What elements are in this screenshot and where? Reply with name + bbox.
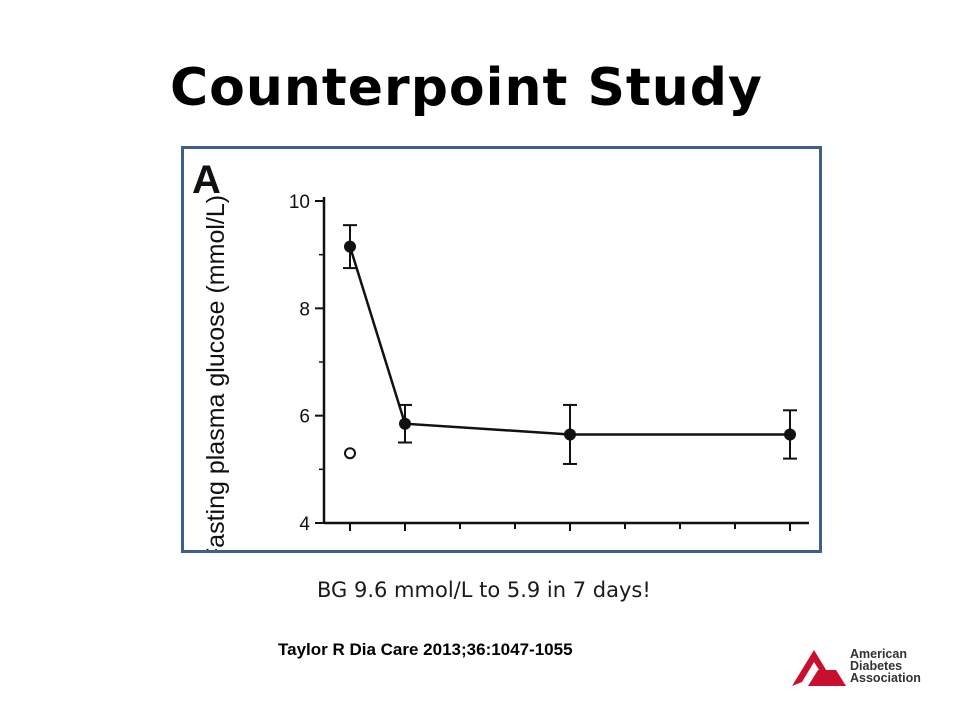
- caption-text: BG 9.6 mmol/L to 5.9 in 7 days!: [317, 578, 651, 602]
- figure-frame: A Fasting plasma glucose (mmol/L) 4 6 8 10: [181, 146, 822, 553]
- glucose-chart: A Fasting plasma glucose (mmol/L) 4 6 8 10: [192, 158, 809, 550]
- data-point: [564, 428, 576, 441]
- ada-line-3: Association: [850, 671, 921, 685]
- data-point: [344, 240, 356, 253]
- series-line: [348, 246, 790, 436]
- y-axis-label: Fasting plasma glucose (mmol/L): [202, 195, 230, 550]
- y-tick-label: 8: [299, 299, 310, 320]
- ada-triangle-icon: [792, 650, 846, 686]
- ada-line-2: Diabetes: [850, 659, 903, 673]
- data-point: [399, 417, 411, 430]
- american-diabetes-association-logo: American Diabetes Association: [790, 646, 955, 688]
- panel-label: A: [192, 158, 221, 202]
- citation: Taylor R Dia Care 2013;36:1047-1055: [278, 640, 573, 659]
- y-tick-label: 6: [299, 407, 310, 428]
- slide-title: Counterpoint Study: [170, 58, 763, 118]
- y-tick-label: 4: [299, 514, 310, 535]
- data-point: [784, 428, 796, 441]
- ada-line-1: American: [850, 647, 907, 661]
- ada-wordmark: American Diabetes Association: [850, 647, 921, 685]
- y-tick-label: 10: [289, 192, 310, 213]
- open-data-point: [344, 447, 356, 460]
